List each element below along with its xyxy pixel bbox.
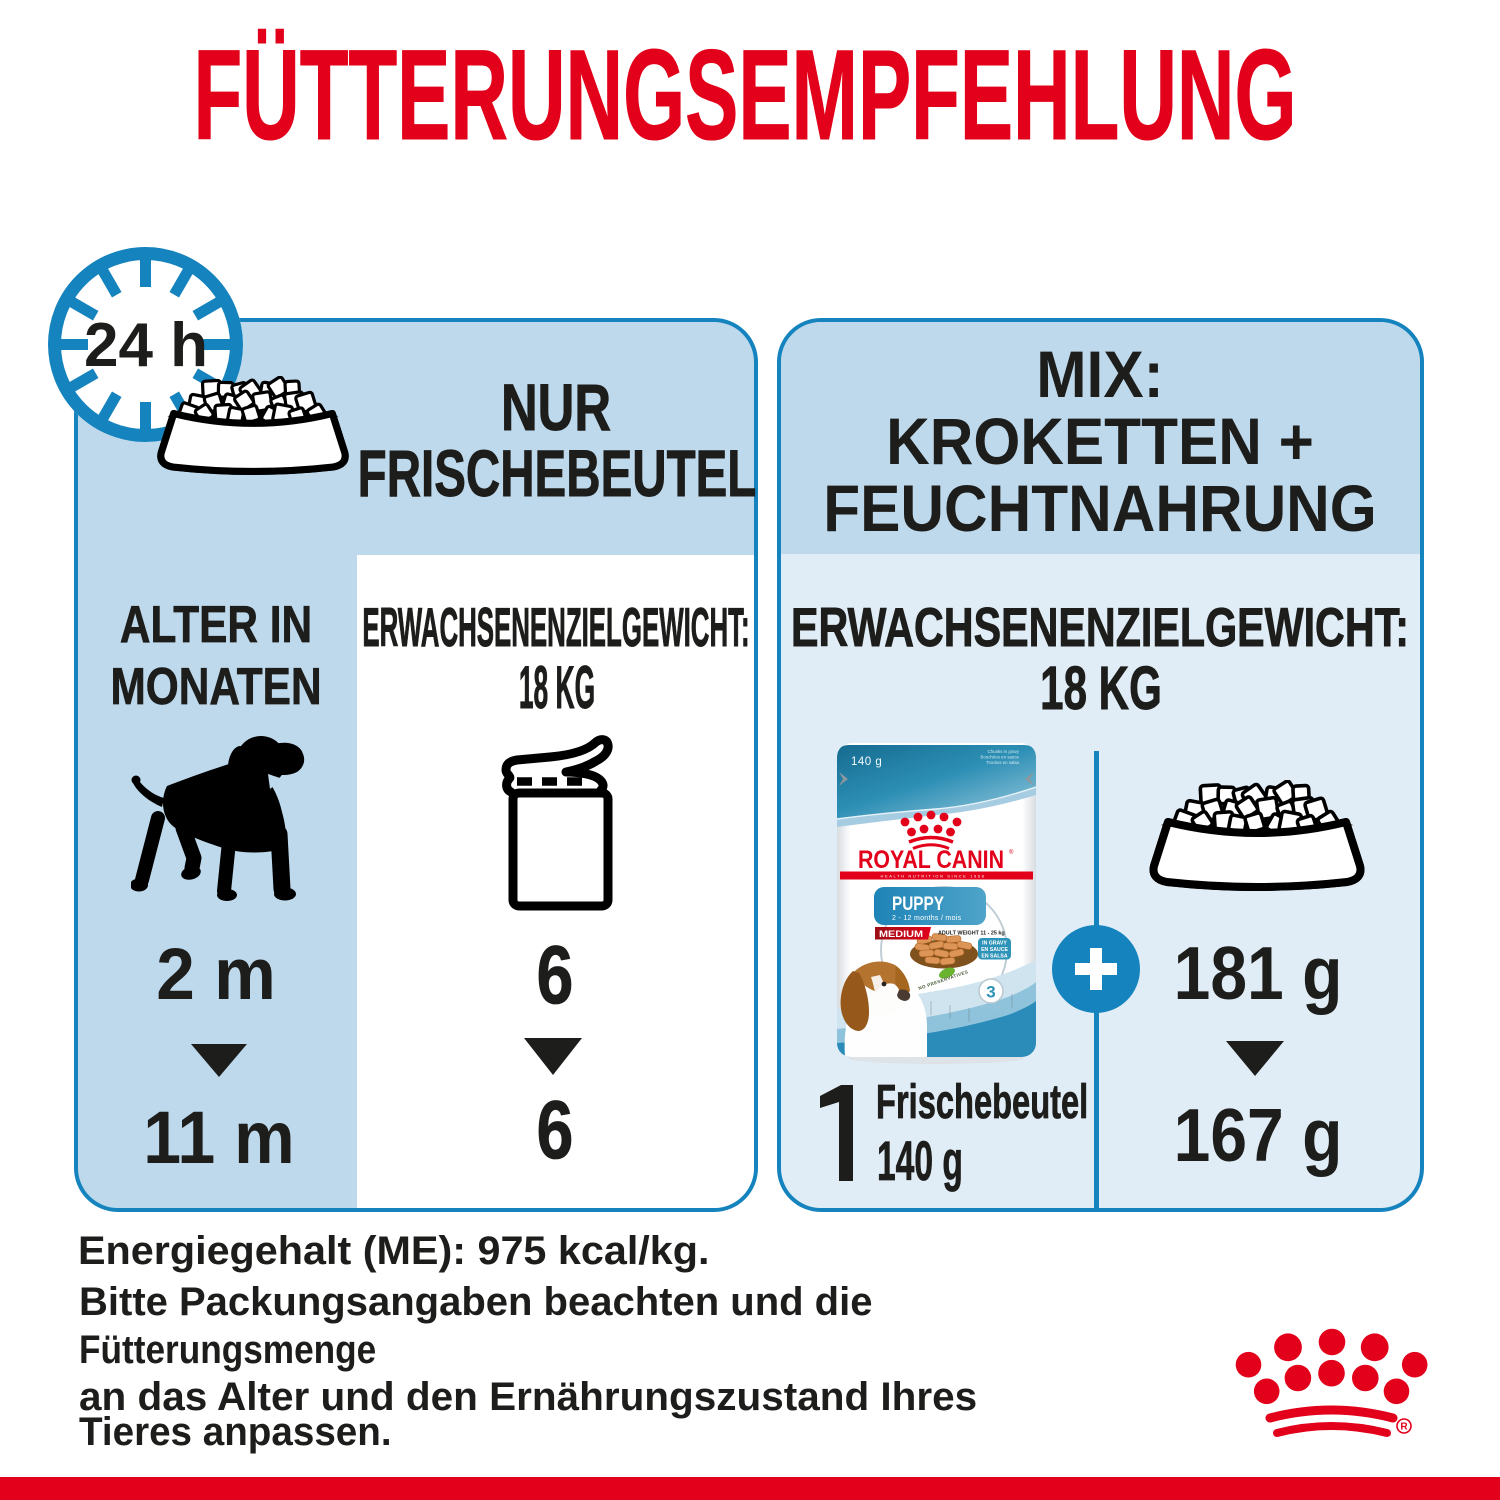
svg-text:®: ® [1009, 849, 1014, 856]
svg-text:Bouchées en sauce: Bouchées en sauce [980, 755, 1019, 760]
svg-text:EN SAUCE: EN SAUCE [981, 947, 1008, 953]
svg-text:ROYAL CANIN: ROYAL CANIN [858, 846, 1004, 874]
svg-text:HEALTH NUTRITION SINCE 1968: HEALTH NUTRITION SINCE 1968 [881, 874, 986, 879]
svg-text:R: R [1400, 1422, 1408, 1433]
svg-text:3: 3 [986, 983, 995, 1002]
svg-text:PUPPY: PUPPY [892, 894, 944, 915]
svg-text:IN GRAVY: IN GRAVY [982, 941, 1007, 947]
svg-text:Trocitos en salsa: Trocitos en salsa [986, 760, 1020, 765]
svg-text:140 g: 140 g [851, 756, 882, 768]
svg-text:2 - 12 months / mois: 2 - 12 months / mois [892, 915, 962, 922]
svg-text:MEDIUM: MEDIUM [879, 929, 923, 940]
svg-text:EN SALSA: EN SALSA [981, 954, 1007, 960]
svg-text:Chunks in gravy: Chunks in gravy [988, 749, 1020, 754]
svg-text:ADULT WEIGHT 11 - 25 kg: ADULT WEIGHT 11 - 25 kg [938, 931, 1005, 937]
svg-text:STAGE: STAGE [980, 1005, 1001, 1010]
